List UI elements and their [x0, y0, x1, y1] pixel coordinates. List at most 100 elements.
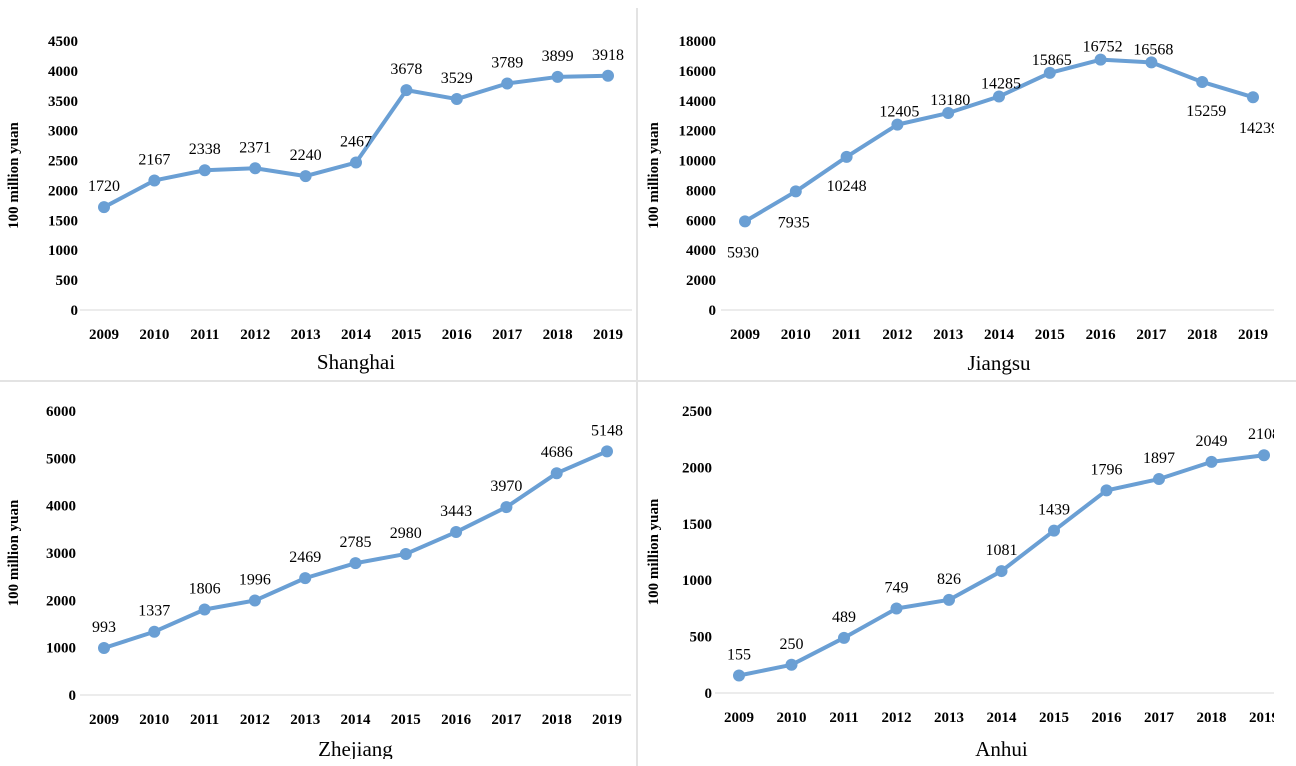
data-label: 250: [780, 636, 804, 653]
data-point: [995, 565, 1008, 578]
data-label: 2469: [289, 549, 321, 566]
x-tick-label: 2017: [1136, 327, 1167, 343]
y-tick-label: 5000: [46, 451, 76, 467]
data-point: [1153, 473, 1165, 486]
data-point: [891, 118, 904, 131]
data-point: [249, 162, 262, 175]
y-tick-label: 4000: [686, 243, 716, 259]
data-label: 3970: [490, 478, 522, 495]
x-tick-label: 2016: [441, 712, 472, 728]
x-tick-label: 2009: [724, 710, 754, 726]
data-point: [550, 467, 563, 480]
data-label: 5930: [727, 244, 759, 261]
data-label: 749: [885, 580, 909, 597]
data-label: 2049: [1196, 433, 1228, 450]
chart-title: Shanghai: [317, 350, 395, 374]
data-label: 489: [832, 609, 856, 626]
x-tick-label: 2018: [543, 327, 573, 343]
data-point: [148, 174, 161, 187]
line-chart-shanghai: 0 500 1000 1500 2000 2500 3000 3500 4000 4500 2009…: [6, 34, 632, 374]
data-point: [601, 445, 613, 458]
data-point: [602, 69, 614, 82]
data-point: [1043, 66, 1056, 79]
y-tick-label: 16000: [679, 64, 717, 80]
x-tick-label: 2019: [1238, 327, 1268, 343]
data-point: [840, 150, 853, 163]
data-label: 1439: [1038, 502, 1070, 519]
data-label: 5148: [591, 422, 623, 439]
y-tick-label: 1000: [682, 573, 712, 589]
data-point: [400, 84, 413, 97]
data-label: 13180: [930, 92, 970, 109]
y-tick-label: 12000: [679, 124, 717, 140]
data-label: 4686: [541, 444, 573, 461]
data-label: 16752: [1083, 39, 1123, 56]
data-point: [248, 594, 261, 607]
data-label: 2167: [138, 151, 170, 168]
data-point: [942, 107, 955, 120]
x-tick-label: 2009: [89, 327, 119, 343]
chart-panel-anhui: 0 500 1000 1500 2000 2500 2009 2010 2011 2012 2013…: [640, 384, 1274, 759]
data-point: [350, 156, 362, 169]
line-chart-jiangsu: 0 2000 4000 6000 8000 10000 12000 14000 16000 180…: [646, 34, 1274, 375]
y-tick-label: 4000: [48, 64, 78, 80]
chart-title: Zhejiang: [318, 737, 393, 759]
chart-panel-shanghai: 0 500 1000 1500 2000 2500 3000 3500 4000 4500 2009…: [0, 5, 634, 380]
data-label: 16568: [1133, 41, 1173, 58]
y-tick-label: 0: [69, 688, 77, 704]
x-tick-label: 2009: [89, 712, 119, 728]
data-point: [838, 631, 850, 644]
y-tick-label: 1000: [48, 243, 78, 259]
data-point: [98, 641, 110, 654]
data-label: 2467: [340, 134, 372, 151]
x-tick-label: 2013: [933, 327, 963, 343]
chart-panel-jiangsu: 0 2000 4000 6000 8000 10000 12000 14000 16000 180…: [640, 5, 1274, 380]
y-tick-label: 3500: [48, 94, 78, 110]
y-tick-label: 3000: [46, 546, 76, 562]
y-tick-label: 18000: [679, 34, 717, 50]
data-label: 2785: [340, 534, 372, 551]
data-label: 14239: [1239, 120, 1274, 137]
data-label: 826: [937, 571, 961, 588]
chart-title: Anhui: [975, 737, 1028, 759]
y-tick-label: 1500: [48, 213, 78, 229]
chart-panel-zhejiang: 0 1000 2000 3000 4000 5000 6000 2009 2010 2011 201…: [0, 384, 634, 759]
x-tick-label: 2016: [1086, 327, 1117, 343]
data-point: [1196, 75, 1209, 88]
data-label: 2240: [290, 147, 322, 164]
x-tick-label: 2011: [832, 327, 861, 343]
data-point: [299, 572, 312, 585]
y-tick-label: 3000: [48, 124, 78, 140]
data-point: [739, 215, 751, 228]
data-label: 2108: [1248, 426, 1274, 443]
data-point: [1145, 56, 1158, 69]
data-label: 15259: [1186, 103, 1226, 120]
data-label: 1720: [88, 178, 120, 195]
x-tick-label: 2011: [190, 327, 219, 343]
y-tick-label: 0: [71, 303, 79, 319]
data-point: [1247, 91, 1259, 104]
data-label: 12405: [879, 104, 919, 121]
y-tick-label: 500: [690, 630, 713, 646]
x-tick-label: 2010: [777, 710, 807, 726]
x-tick-label: 2011: [190, 712, 219, 728]
data-point: [349, 557, 362, 570]
x-tick-label: 2017: [492, 327, 523, 343]
chart-title: Jiangsu: [968, 351, 1032, 375]
x-tick-label: 2009: [730, 327, 760, 343]
data-label: 1081: [986, 542, 1018, 559]
x-tick-label: 2012: [882, 710, 912, 726]
data-label: 15865: [1032, 52, 1072, 69]
x-tick-label: 2014: [984, 327, 1015, 343]
line-chart-zhejiang: 0 1000 2000 3000 4000 5000 6000 2009 2010 2011 201…: [6, 404, 631, 759]
data-label: 2371: [239, 139, 271, 156]
data-label: 3918: [592, 47, 624, 64]
x-tick-label: 2016: [1092, 710, 1123, 726]
data-label: 3789: [491, 55, 523, 72]
data-point: [1048, 524, 1060, 537]
y-tick-label: 1500: [682, 517, 712, 533]
data-label: 3529: [441, 70, 473, 87]
x-tick-label: 2010: [139, 327, 169, 343]
y-tick-label: 14000: [679, 94, 717, 110]
vertical-divider: [636, 8, 638, 766]
